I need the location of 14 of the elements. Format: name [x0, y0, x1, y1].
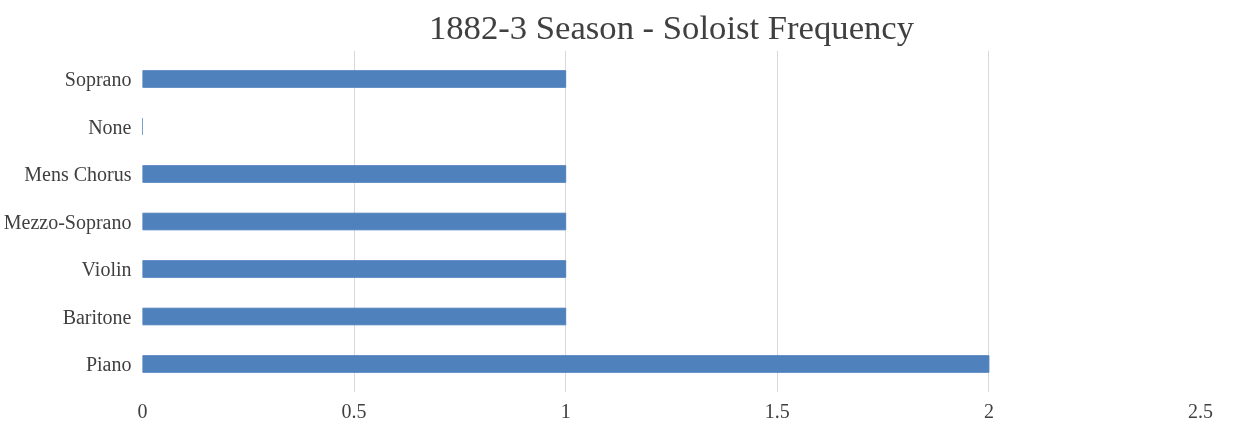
chart-title: 1882-3 Season - Soloist Frequency: [428, 7, 915, 46]
x-tick-label: 2: [983, 399, 994, 422]
x-tick-label: 0.5: [341, 399, 367, 422]
y-tick-label: Mens Chorus: [24, 163, 132, 185]
x-tick-label: 2.5: [1188, 399, 1213, 422]
y-tick-label: Soprano: [64, 68, 132, 91]
y-tick-label: Mezzo-Soprano: [3, 210, 132, 234]
y-tick-label: Baritone: [62, 305, 132, 328]
y-tick-label: Piano: [85, 353, 132, 375]
y-tick-label: Violin: [81, 258, 132, 280]
y-tick-label: None: [88, 115, 132, 138]
x-tick-label: 1.5: [764, 399, 790, 422]
x-tick-label: 0: [137, 399, 148, 422]
x-tick-label: 1: [560, 399, 571, 422]
